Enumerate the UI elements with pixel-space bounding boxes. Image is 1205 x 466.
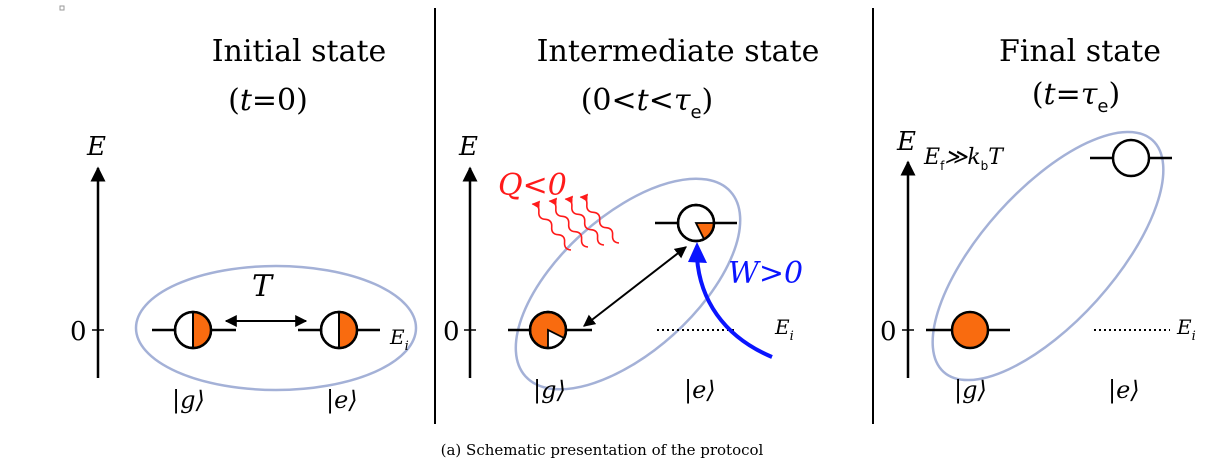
ket-e: |e⟩ — [326, 386, 358, 415]
time-label: (t=τe) — [1032, 77, 1120, 117]
work-arrow — [695, 257, 773, 359]
time-label: (t=0) — [228, 83, 308, 118]
energy-level-label: Ei — [1176, 315, 1196, 344]
energy-axis-label: E — [86, 132, 106, 162]
ket-g: |g⟩ — [533, 376, 566, 405]
time-label: (0<t<τe) — [581, 83, 714, 123]
final-energy-condition: Ef≫kbT — [923, 145, 1005, 173]
excited-half-fill — [339, 312, 357, 348]
ground-state-outline — [173, 310, 213, 350]
coherence-ellipse — [134, 264, 418, 392]
energy-axis-label: E — [896, 127, 916, 157]
panel-title: Intermediate state — [537, 34, 820, 69]
ground-state-outline — [528, 310, 568, 350]
coherence-ellipse — [514, 177, 742, 391]
energy-axis-label: E — [458, 132, 478, 162]
ket-e: |e⟩ — [684, 376, 716, 405]
ket-g: |g⟩ — [172, 386, 205, 415]
energy-level-label: Ei — [389, 325, 409, 354]
excited-state-circle — [1111, 138, 1151, 178]
coupling-arrow — [583, 246, 687, 327]
panel-title: Final state — [999, 34, 1161, 69]
heat-label: Q<0 — [498, 168, 567, 203]
corner-mark — [59, 5, 65, 11]
panel-title: Initial state — [212, 34, 387, 69]
ground-state-circle — [950, 310, 990, 350]
heat-emission — [531, 193, 620, 251]
excited-state-outline — [676, 203, 716, 243]
work-arrowhead — [688, 242, 707, 263]
coupling-label: T — [252, 269, 274, 304]
zero-label: 0 — [880, 317, 897, 347]
ket-g: |g⟩ — [954, 376, 987, 405]
excited-state-outline — [319, 310, 359, 350]
zero-label: 0 — [443, 317, 460, 347]
zero-label: 0 — [70, 317, 87, 347]
coherence-ellipse — [931, 130, 1165, 382]
panel-initial: Initial state (t=0) E 0 T Ei |g⟩ |e⟩ — [70, 34, 418, 415]
ground-half-fill — [193, 312, 211, 348]
panel-final: Final state (t=τe) E 0 Ef≫kbT Ei |g⟩ |e⟩ — [880, 34, 1196, 405]
ket-e: |e⟩ — [1108, 376, 1140, 405]
figure-caption: (a) Schematic presentation of the protoc… — [441, 441, 764, 459]
energy-level-label: Ei — [774, 315, 794, 344]
work-label: W>0 — [728, 256, 803, 291]
panel-intermediate: Intermediate state (0<t<τe) E 0 Q<0 — [443, 34, 820, 405]
